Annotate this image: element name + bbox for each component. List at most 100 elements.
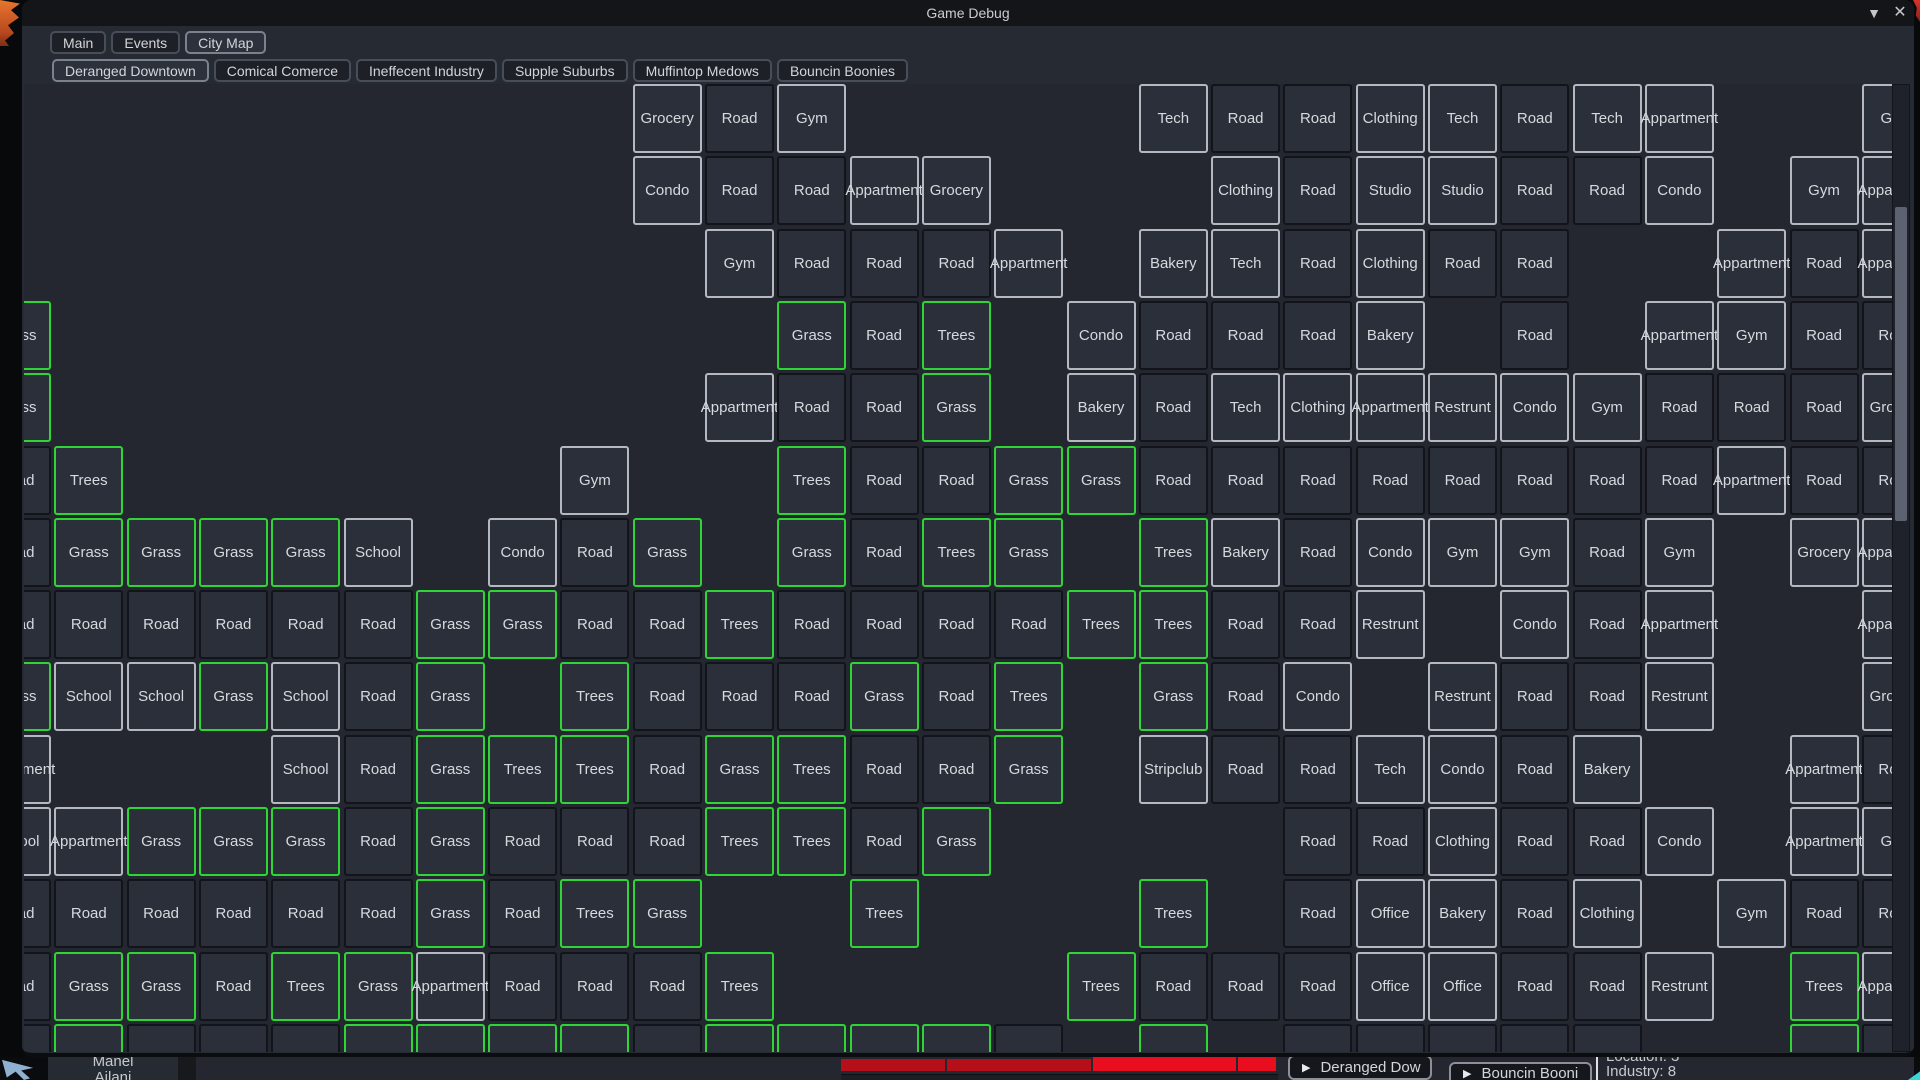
map-tile-tech[interactable]: Tech [1572, 84, 1642, 153]
map-tile-grass[interactable]: Grass [126, 517, 196, 587]
map-tile-grass[interactable]: Grass [921, 1023, 991, 1052]
map-tile-road[interactable]: Road [849, 373, 919, 443]
map-tile-appartment[interactable]: Appartment [1858, 228, 1892, 298]
map-tile-bakery[interactable]: Bakery [1355, 300, 1425, 370]
map-tile-bakery[interactable]: Bakery [1138, 228, 1208, 298]
map-tile-school[interactable]: School [54, 662, 124, 732]
map-tile-grass[interactable]: Grass [705, 1023, 774, 1052]
tab-city-map[interactable]: City Map [185, 31, 267, 54]
map-tile-trees[interactable]: Trees [705, 807, 774, 876]
map-tile-road[interactable]: Road [1500, 1023, 1570, 1052]
map-tile-appartment[interactable]: Appartment [1351, 373, 1429, 443]
map-tile-condo[interactable]: Condo [1355, 517, 1425, 587]
map-tile-appartment[interactable]: Appartment [701, 373, 778, 443]
map-tile-trees[interactable]: Trees [777, 807, 847, 876]
map-tile-trees[interactable]: Trees [488, 734, 558, 804]
map-tile-grocery[interactable]: Grocery [1861, 373, 1892, 443]
map-tile-road[interactable]: Road [1283, 445, 1353, 515]
map-tile-trees[interactable]: Trees [921, 300, 991, 370]
map-tile-restrunt[interactable]: Restrunt [1428, 662, 1497, 732]
map-tile-grass[interactable]: Grass [415, 734, 485, 804]
map-tile-road[interactable]: Road [1500, 445, 1570, 515]
map-tile-road[interactable]: Road [1138, 300, 1208, 370]
citizen-name-list[interactable]: Manel Ailani [48, 1057, 178, 1080]
map-tile-road[interactable]: Road [849, 300, 919, 370]
subtab-muffintop-medows[interactable]: Muffintop Medows [632, 59, 772, 82]
map-tile-clothing[interactable]: Clothing [1355, 84, 1425, 153]
map-tile-grass[interactable]: Grass [921, 373, 991, 443]
map-tile-gym[interactable]: Gym [1861, 807, 1892, 876]
map-tile-road[interactable]: Road [1572, 951, 1642, 1021]
map-tile-grass[interactable]: Grass [1138, 1023, 1208, 1052]
map-tile-appartment[interactable]: Appartment [1858, 517, 1892, 587]
map-tile-trees[interactable]: Trees [994, 662, 1064, 732]
map-tile-road[interactable]: Road [1861, 300, 1892, 370]
map-tile-road[interactable]: Road [343, 807, 413, 876]
map-tile-road[interactable]: Road [1572, 590, 1642, 660]
map-tile-trees[interactable]: Trees [1789, 951, 1859, 1021]
map-tile-road[interactable]: Road [994, 1023, 1064, 1052]
map-tile-grass[interactable]: Grass [849, 662, 919, 732]
map-tile-trees[interactable]: Trees [849, 1023, 919, 1052]
map-tile-grass[interactable]: Grass [343, 951, 413, 1021]
map-tile-road[interactable]: Road [1211, 300, 1281, 370]
map-tile-road[interactable]: Road [1500, 300, 1570, 370]
map-tile-road[interactable]: Road [777, 156, 847, 226]
map-tile-restrunt[interactable]: Restrunt [1644, 662, 1714, 732]
subtab-comical-comerce[interactable]: Comical Comerce [213, 59, 351, 82]
map-tile-road[interactable]: Road [1572, 662, 1642, 732]
map-tile-road[interactable]: Road [705, 662, 774, 732]
map-tile-road[interactable]: Road [1572, 1023, 1642, 1052]
map-tile-gym[interactable]: Gym [1428, 517, 1497, 587]
map-tile-tech[interactable]: Tech [1211, 373, 1281, 443]
map-tile-road[interactable]: Road [488, 807, 558, 876]
map-tile-gym[interactable]: Gym [1861, 84, 1892, 153]
map-tile-road[interactable]: Road [1355, 1023, 1425, 1052]
map-tile-road[interactable]: Road [632, 590, 702, 660]
map-tile-grass[interactable]: Grass [488, 590, 558, 660]
map-tile-road[interactable]: Road [1500, 84, 1570, 153]
map-tile-road[interactable]: Road [1283, 951, 1353, 1021]
map-tile-grocery[interactable]: Grocery [632, 84, 702, 153]
map-tile-office[interactable]: Office [1355, 951, 1425, 1021]
map-tile-road[interactable]: Road [560, 807, 630, 876]
map-tile-road[interactable]: Road [849, 734, 919, 804]
map-tile-appartment[interactable]: Appartment [1785, 807, 1863, 876]
map-tile-road[interactable]: Road [632, 662, 702, 732]
map-tile-school[interactable]: School [343, 517, 413, 587]
map-tile-bakery[interactable]: Bakery [1066, 373, 1136, 443]
map-tile-road[interactable]: Road [560, 517, 630, 587]
map-tile-condo[interactable]: Condo [1428, 734, 1497, 804]
map-tile-road[interactable]: Road [1572, 517, 1642, 587]
map-tile-road[interactable]: Road [1500, 662, 1570, 732]
map-tile-clothing[interactable]: Clothing [1428, 807, 1497, 876]
map-tile-grocery[interactable]: Grocery [921, 156, 991, 226]
collapse-icon[interactable]: ▼ [1867, 5, 1881, 21]
map-tile-trees[interactable]: Trees [343, 1023, 413, 1052]
map-tile-trees[interactable]: Trees [1138, 879, 1208, 949]
map-tile-grass[interactable]: Grass [1789, 1023, 1859, 1052]
map-tile-trees[interactable]: Trees [705, 590, 774, 660]
map-tile-road[interactable]: Road [1500, 228, 1570, 298]
map-tile-grass[interactable]: Grass [777, 1023, 847, 1052]
map-tile-grass[interactable]: Grass [126, 807, 196, 876]
map-tile-grass[interactable]: Grass [777, 517, 847, 587]
map-tile-condo[interactable]: Condo [1644, 807, 1714, 876]
map-tile-trees[interactable]: Trees [488, 1023, 558, 1052]
map-tile-grass[interactable]: Grass [632, 879, 702, 949]
map-vertical-scrollbar[interactable] [1892, 84, 1910, 1052]
map-tile-road[interactable]: Road [1283, 228, 1353, 298]
map-tile-road[interactable]: Road [1355, 807, 1425, 876]
map-tile-appartment[interactable]: Appartment [1713, 228, 1790, 298]
map-tile-road[interactable]: Road [1572, 445, 1642, 515]
map-tile-road[interactable]: Road [1283, 1023, 1353, 1052]
map-tile-road[interactable]: Road [1789, 879, 1859, 949]
map-tile-gym[interactable]: Gym [1789, 156, 1859, 226]
map-tile-road[interactable]: Road [1500, 879, 1570, 949]
map-tile-grass[interactable]: Grass [24, 373, 51, 443]
map-tile-road[interactable]: Road [632, 807, 702, 876]
map-tile-tech[interactable]: Tech [1428, 84, 1497, 153]
map-tile-clothing[interactable]: Clothing [1211, 156, 1281, 226]
map-tile-road[interactable]: Road [1283, 517, 1353, 587]
map-tile-condo[interactable]: Condo [1066, 300, 1136, 370]
